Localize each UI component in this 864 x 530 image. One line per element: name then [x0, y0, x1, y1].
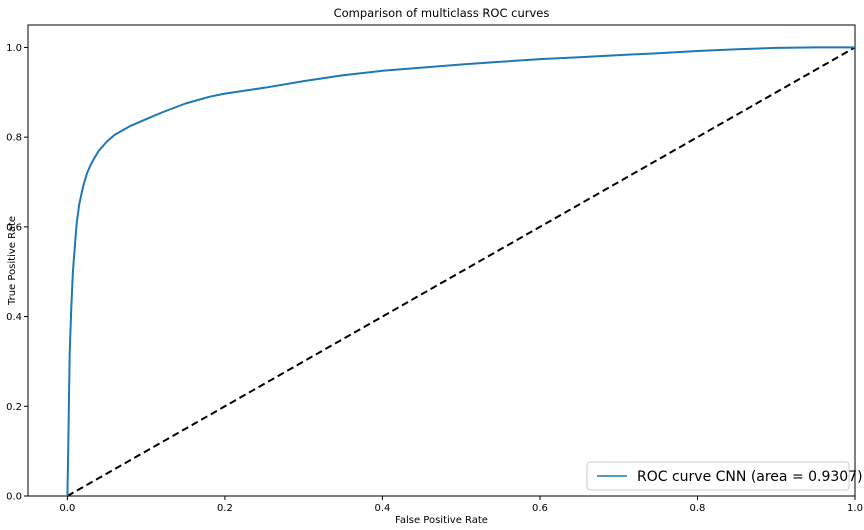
y-axis-ticks: 0.0 0.2 0.4 0.6 0.8 1.0: [6, 43, 28, 503]
x-axis-ticks: 0.0 0.2 0.4 0.6 0.8 1.0: [59, 496, 863, 514]
y-tick-label: 0.8: [6, 133, 22, 144]
x-tick-label: 0.0: [59, 503, 75, 514]
x-tick-label: 0.4: [374, 503, 390, 514]
series-layer: [66, 46, 856, 497]
y-tick-label: 0.2: [6, 402, 22, 413]
x-tick-label: 0.6: [532, 503, 548, 514]
chart-title: Comparison of multiclass ROC curves: [334, 6, 550, 20]
y-tick-label: 1.0: [6, 43, 22, 54]
legend-label-roc-curve: ROC curve CNN (area = 0.9307): [637, 469, 863, 485]
y-tick-label: 0.4: [6, 312, 22, 323]
x-tick-label: 0.2: [217, 503, 233, 514]
legend-box: [586, 461, 850, 491]
legend: ROC curve CNN (area = 0.9307): [586, 461, 863, 491]
plot-frame: [27, 24, 856, 497]
x-tick-label: 1.0: [847, 503, 863, 514]
x-tick-label: 0.8: [690, 503, 706, 514]
chance-diagonal-line: [66, 46, 856, 497]
x-axis-title: False Positive Rate: [395, 515, 488, 526]
y-tick-label: 0.0: [6, 492, 22, 503]
roc-curve-line: [66, 46, 855, 497]
y-tick-label: 0.6: [6, 222, 22, 233]
y-axis-title: True Positive Rate: [7, 216, 18, 306]
